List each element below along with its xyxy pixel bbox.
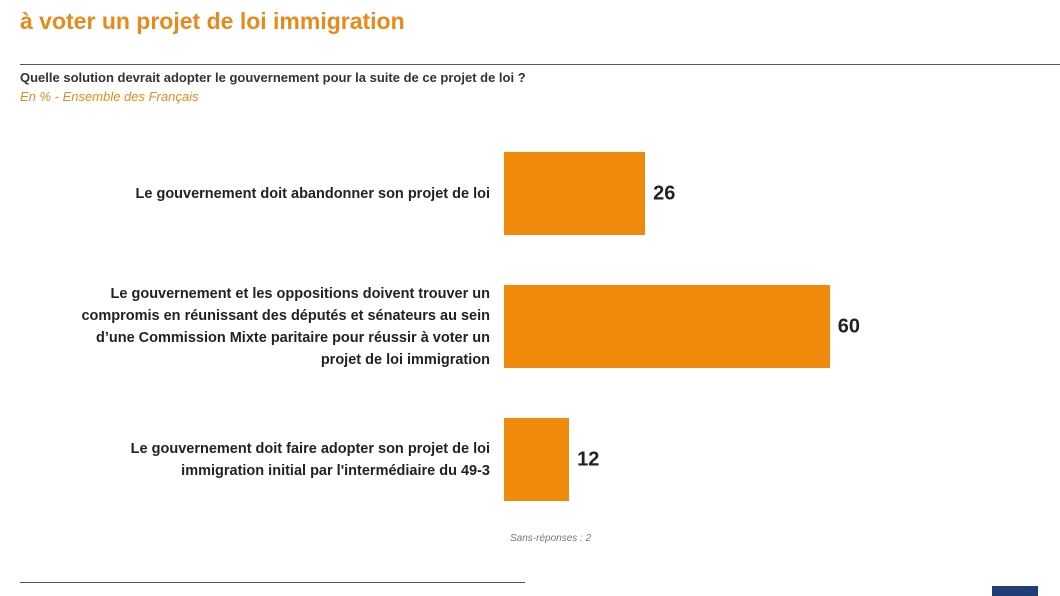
category-label: Le gouvernement doit faire adopter son p…	[130, 440, 490, 479]
base-note: En % - Ensemble des Français	[20, 89, 199, 104]
footnote: Sans-réponses : 2	[510, 533, 592, 544]
category-label: Le gouvernement et les oppositions doive…	[81, 285, 490, 368]
chart-title: à voter un projet de loi immigration	[20, 8, 405, 34]
footer-rule	[20, 582, 525, 583]
logo	[992, 586, 1038, 596]
category-label: Le gouvernement doit abandonner son proj…	[135, 185, 490, 202]
value-label: 26	[653, 182, 676, 204]
divider	[20, 64, 1060, 65]
question: Quelle solution devrait adopter le gouve…	[20, 70, 526, 85]
bar	[504, 418, 570, 501]
bar	[504, 285, 830, 368]
value-label: 60	[837, 315, 861, 337]
value-label: 12	[577, 448, 600, 470]
bar	[504, 152, 646, 235]
